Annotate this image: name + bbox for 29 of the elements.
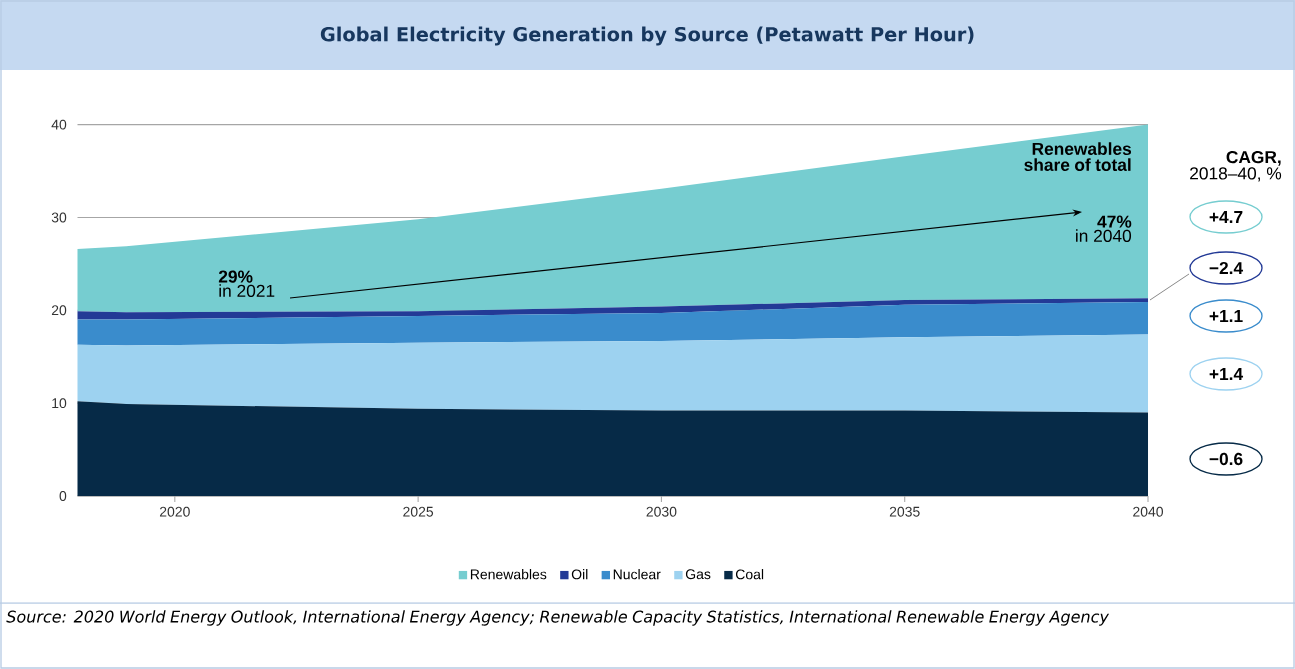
annotation: in 2021: [219, 284, 275, 297]
legend-label: Coal: [735, 569, 764, 580]
legend-label: Oil: [571, 569, 588, 580]
text: −0.6: [1209, 452, 1243, 466]
text: +1.1: [1209, 310, 1243, 322]
legend-label: Gas: [685, 569, 711, 580]
annotation: 47%: [1097, 215, 1132, 228]
y-tick-label: 20: [51, 305, 67, 316]
y-tick-label: 10: [52, 398, 67, 409]
x-tick-label: 2040: [1133, 506, 1164, 517]
text: CAGR,: [1226, 150, 1281, 166]
annotation: in 2040: [1076, 229, 1132, 242]
x-tick-label: 2020: [159, 506, 190, 517]
text: +4.7: [1209, 211, 1243, 223]
y-tick-label: 30: [51, 212, 67, 223]
legend-label: Nuclear: [613, 569, 661, 580]
y-tick-label: 40: [51, 119, 67, 130]
text: +1.4: [1209, 368, 1244, 380]
x-tick-label: 2030: [646, 506, 677, 517]
x-tick-label: 2035: [889, 506, 920, 517]
annotation: 29%: [218, 270, 253, 283]
text: −2.4: [1209, 261, 1244, 275]
chart-title: Global Electricity Generation by Source (Petawatt Per Hour): [320, 26, 974, 46]
source-note: Source: 2020 World Energy Outlook, International Energy Agency; Renewable Capacity Statistics, International Renewable Energy Agency: [6, 610, 1110, 626]
text: 2018–40, %: [1190, 167, 1282, 182]
legend-label: Renewables: [470, 569, 547, 580]
x-tick-label: 2025: [403, 506, 434, 517]
annotation: Renewables share of total: [1024, 142, 1132, 171]
y-tick-label: 0: [59, 491, 67, 501]
